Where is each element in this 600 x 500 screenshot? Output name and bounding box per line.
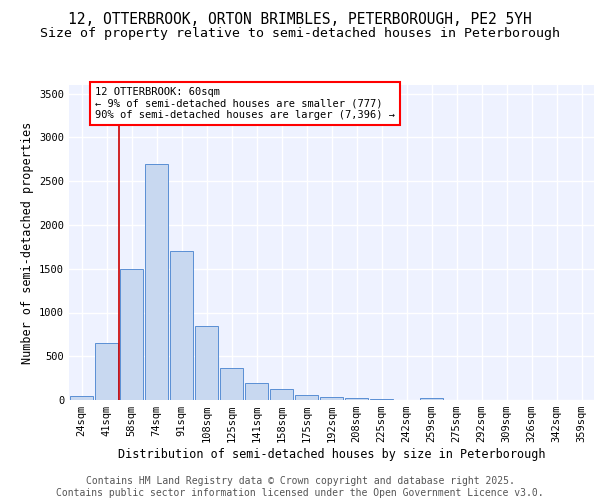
Bar	[70, 396, 93, 400]
Bar	[420, 398, 443, 400]
Text: 12, OTTERBROOK, ORTON BRIMBLES, PETERBOROUGH, PE2 5YH: 12, OTTERBROOK, ORTON BRIMBLES, PETERBOR…	[68, 12, 532, 28]
Bar	[95, 343, 118, 400]
Bar	[145, 164, 168, 400]
Bar	[345, 398, 368, 400]
Bar	[170, 251, 193, 400]
Bar	[270, 388, 293, 400]
Text: Contains HM Land Registry data © Crown copyright and database right 2025.
Contai: Contains HM Land Registry data © Crown c…	[56, 476, 544, 498]
Bar	[320, 397, 343, 400]
Bar	[245, 384, 268, 400]
Text: Size of property relative to semi-detached houses in Peterborough: Size of property relative to semi-detach…	[40, 28, 560, 40]
Bar	[220, 368, 243, 400]
Text: 12 OTTERBROOK: 60sqm
← 9% of semi-detached houses are smaller (777)
90% of semi-: 12 OTTERBROOK: 60sqm ← 9% of semi-detach…	[95, 86, 395, 120]
Bar	[295, 395, 318, 400]
Bar	[195, 326, 218, 400]
Y-axis label: Number of semi-detached properties: Number of semi-detached properties	[20, 122, 34, 364]
Bar	[120, 268, 143, 400]
Bar	[370, 399, 393, 400]
X-axis label: Distribution of semi-detached houses by size in Peterborough: Distribution of semi-detached houses by …	[118, 448, 545, 461]
